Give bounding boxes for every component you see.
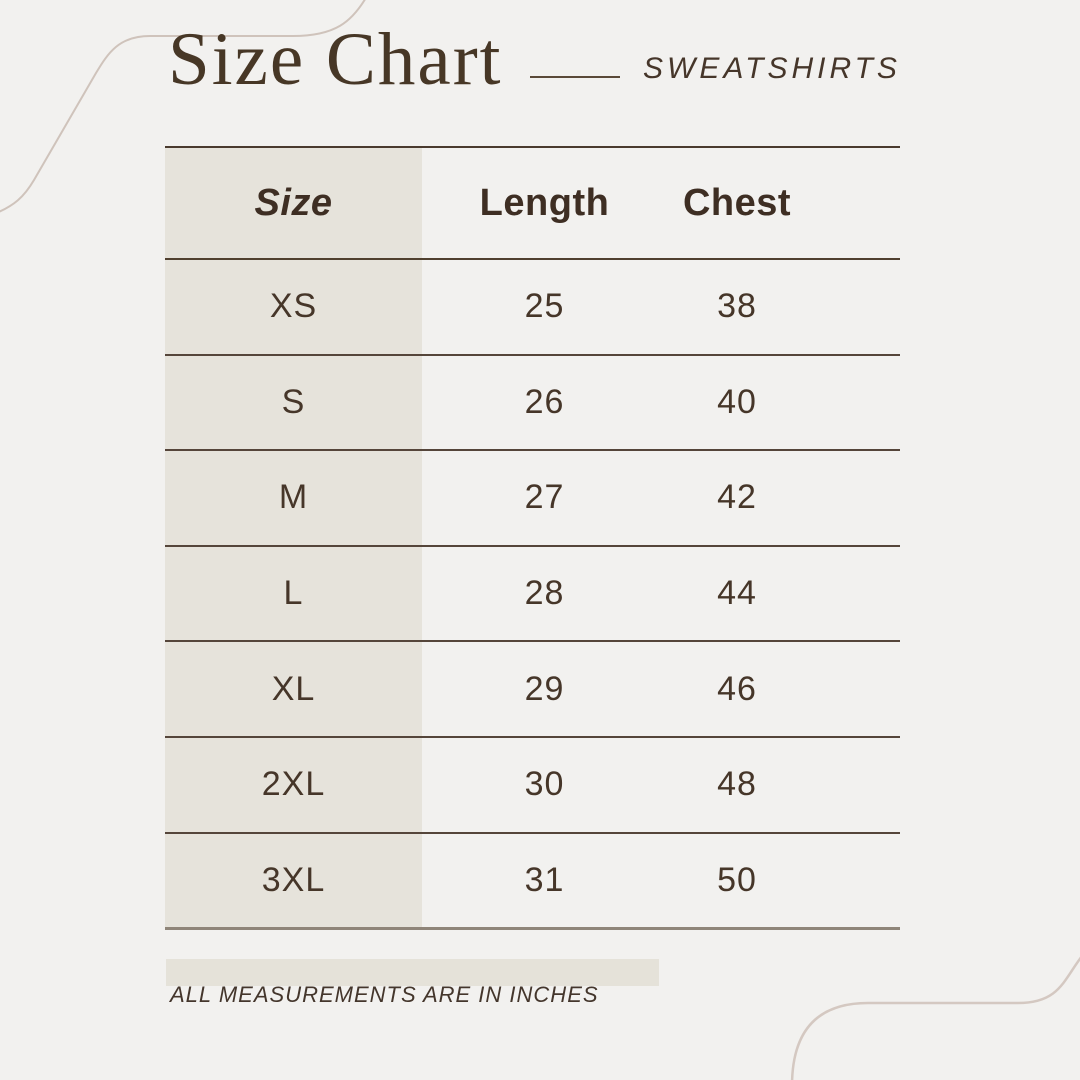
chest-cell: 38 [717, 287, 757, 326]
size-cell: 2XL [165, 737, 422, 832]
footer-highlight-strip [166, 959, 659, 986]
size-cell: L [165, 546, 422, 641]
spacer-cell [807, 738, 900, 832]
table-row: L 28 44 [165, 546, 900, 643]
column-header-chest: Chest [682, 181, 792, 224]
length-cell: 30 [524, 765, 565, 804]
length-cell: 25 [524, 287, 565, 326]
size-cell: 3XL [165, 833, 422, 928]
column-header-size: Size [165, 148, 422, 258]
bottom-right-curve-line [790, 956, 1080, 1080]
measurements-note: ALL MEASUREMENTS ARE IN INCHES [170, 982, 599, 1007]
column-header-length: Length [479, 181, 610, 224]
table-row: M 27 42 [165, 451, 900, 547]
spacer-cell [807, 834, 900, 928]
spacer-cell [807, 451, 900, 545]
chest-cell: 40 [717, 382, 757, 421]
spacer-cell [807, 642, 900, 736]
chest-cell: 48 [717, 765, 757, 804]
table-row: 3XL 31 50 [165, 833, 900, 931]
spacer-cell [807, 547, 900, 641]
size-cell: S [165, 355, 422, 450]
chest-cell: 46 [717, 669, 757, 708]
length-cell: 28 [524, 574, 565, 613]
page-title: Size Chart [168, 18, 503, 101]
title-dash-divider [530, 76, 620, 78]
chest-cell: 42 [717, 478, 757, 517]
size-cell: XL [165, 642, 422, 736]
chest-cell: 44 [717, 574, 757, 613]
page-subtitle: SWEATSHIRTS [643, 52, 901, 85]
chest-cell: 50 [717, 860, 757, 899]
table-row: 2XL 30 48 [165, 737, 900, 834]
size-cell: M [165, 451, 422, 545]
spacer-cell [807, 356, 900, 450]
table-row: XS 25 38 [165, 260, 900, 356]
length-cell: 29 [524, 669, 565, 708]
length-cell: 26 [524, 382, 565, 421]
size-chart-table: Size Length Chest XS 25 38 S 26 40 M 27 … [165, 146, 900, 931]
length-cell: 27 [524, 478, 565, 517]
column-header-spacer [807, 148, 900, 258]
table-row: S 26 40 [165, 355, 900, 452]
length-cell: 31 [524, 860, 565, 899]
table-header-row: Size Length Chest [165, 148, 900, 260]
table-row: XL 29 46 [165, 642, 900, 738]
spacer-cell [807, 260, 900, 354]
size-cell: XS [165, 260, 422, 354]
